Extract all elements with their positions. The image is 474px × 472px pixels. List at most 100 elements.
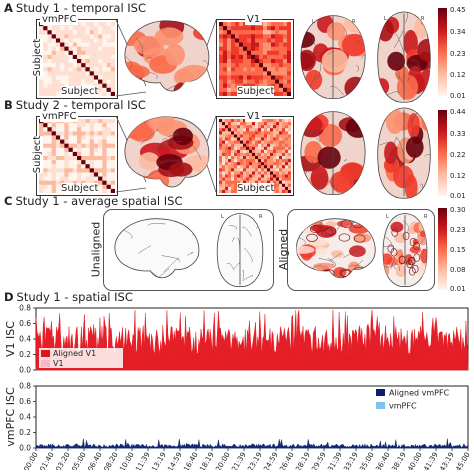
matrix-cell [60,34,65,39]
matrix-cell [93,160,99,165]
matrix-cell [227,42,232,47]
matrix-cell [225,156,229,160]
matrix-cell [231,128,235,132]
matrix-cell [282,137,286,141]
matrix-cell [246,131,250,135]
matrix-cell [219,140,223,144]
matrix-cell [258,177,262,181]
matrix-cell [68,38,74,43]
brain-roi-outline [340,219,353,228]
matrix-cell [279,34,284,39]
matrix-cell [47,188,52,193]
matrix-cell [258,159,262,163]
matrix-cell [51,168,57,173]
matrix-cell [81,127,86,132]
matrix-cell [237,162,241,166]
matrix-cell [263,71,268,76]
brain-activation-region [407,113,420,139]
matrix-cell [219,171,223,175]
matrix-cell [47,160,52,165]
matrix-cell [106,176,112,181]
matrix-cell [279,67,284,72]
matrix-cell [60,63,65,68]
matrix-cell [77,63,82,68]
matrix-cell [282,165,286,169]
matrix-cell [267,63,272,68]
matrix-cell [89,123,95,128]
matrix-cell [261,162,265,166]
brain-sulcus-line [304,111,316,118]
matrix-cell [234,171,238,175]
matrix-cell [72,30,78,35]
matrix-cell [261,122,265,126]
matrix-cell [60,156,65,161]
brain-roi-outline [407,256,415,266]
matrix-cell [255,128,259,132]
matrix-cell [110,34,115,39]
matrix-cell [227,87,232,93]
matrix-cell [110,123,115,128]
matrix-cell [237,119,241,123]
matrix-cell [77,151,82,157]
matrix-cell [249,128,253,132]
matrix-cell [93,63,99,68]
matrix-cell [247,79,252,84]
brain-sulcus-line [124,218,137,224]
matrix-cell [55,83,61,89]
matrix-cell [263,42,268,47]
matrix-cell [255,149,259,154]
matrix-cell [51,164,57,169]
matrix-cell [249,146,253,151]
matrix-cell [267,54,272,60]
matrix-cell [77,38,82,43]
matrix-cell [60,160,65,165]
matrix-cell [282,171,286,175]
matrix-cell [264,137,268,141]
brain-sulcus-line [174,84,180,89]
panel-c-cbar-tick: 0.23 [450,226,466,234]
matrix-cell [282,159,286,163]
matrix-cell [39,180,44,186]
matrix-cell [93,172,99,177]
x-tick-label: 31:39 [326,450,344,470]
panel-c-left-marker: L [221,214,224,220]
panel-d-title: D Study 1 - spatial ISC [4,290,133,304]
matrix-cell [47,30,52,35]
matrix-cell [55,180,61,186]
matrix-cell [270,125,274,129]
matrix-cell [276,119,280,123]
matrix-cell [255,174,259,178]
matrix-cell [77,26,82,31]
matrix-cell [275,30,280,35]
matrix-cell [81,42,86,47]
matrix-cell [39,30,44,35]
brain-sulcus-line [349,264,366,269]
matrix-cell [228,131,232,135]
matrix-cell [222,165,226,169]
matrix-cell [223,63,228,68]
matrix-cell [110,156,115,161]
matrix-cell [47,168,52,173]
matrix-cell [251,83,256,89]
matrix-cell [234,137,238,141]
matrix-cell [110,63,115,68]
matrix-cell [279,174,283,178]
matrix-cell [275,75,280,80]
matrix-cell [55,143,61,149]
matrix-cell [64,42,69,47]
matrix-cell [264,119,268,123]
x-tick-label: 43:19 [438,450,456,470]
matrix-cell [102,75,107,80]
matrix-cell [89,46,95,52]
matrix-cell [51,79,57,84]
matrix-cell [106,75,112,80]
matrix-cell [98,54,103,60]
matrix-cell [285,183,289,188]
matrix-cell [47,156,52,161]
matrix-cell [259,46,264,52]
matrix-cell [228,156,232,160]
matrix-cell [240,149,244,154]
matrix-cell [222,174,226,178]
matrix-cell [239,34,244,39]
matrix-cell [270,156,274,160]
